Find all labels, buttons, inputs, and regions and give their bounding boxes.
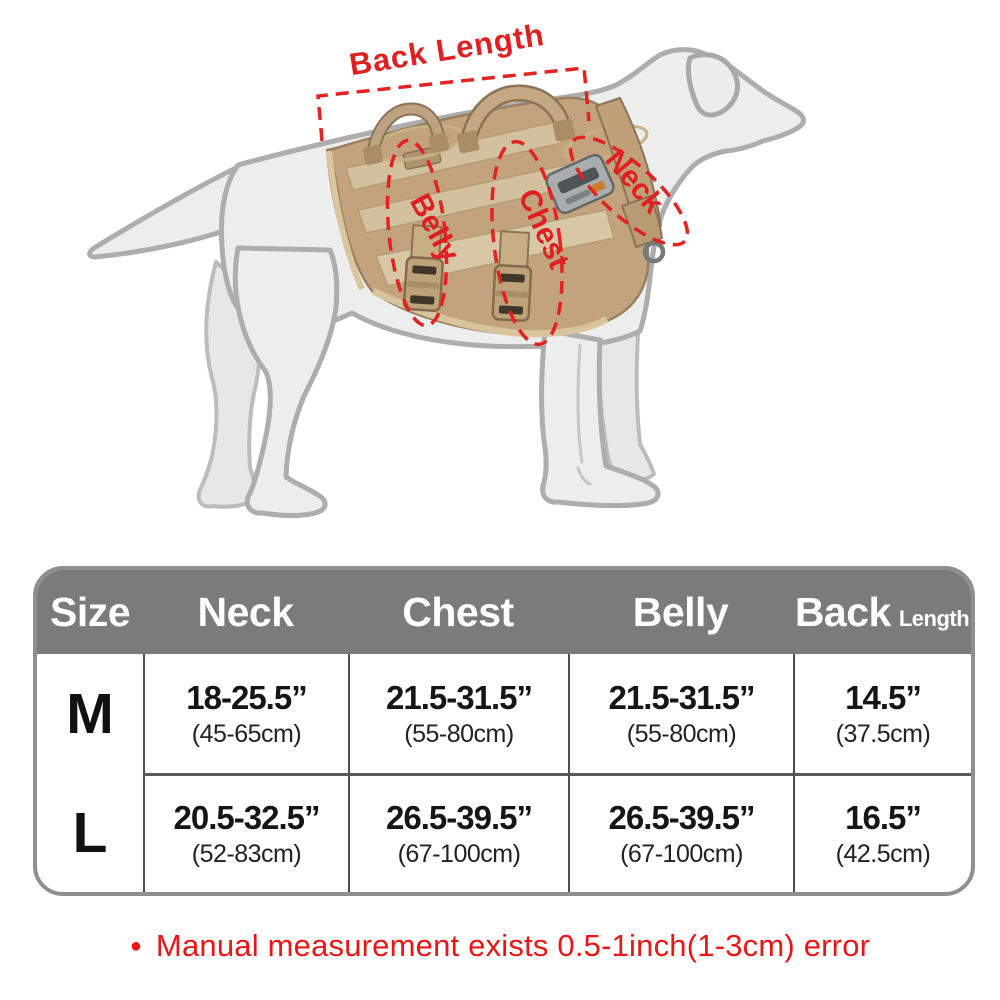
chest-measure-ellipse [490, 139, 564, 347]
note-text: Manual measurement exists 0.5-1inch(1-3c… [155, 928, 871, 963]
cell-m-chest: 21.5-31.5” (55-80cm) [348, 654, 568, 773]
vest-handle-center [462, 87, 570, 148]
dog-harness-diagram: Back Length Belly Chest Neck [87, 17, 806, 518]
dog-tail [87, 163, 243, 260]
note-bullet: ● [129, 935, 142, 957]
size-table-header: Size Neck Chest Belly Back Length [37, 570, 971, 654]
cell-l-belly: 26.5-39.5” (67-100cm) [568, 773, 793, 892]
belly-strap-rear [491, 230, 533, 322]
header-chest: Chest [402, 588, 514, 635]
dog-front-leg-inner-line [576, 343, 592, 486]
vest-handle-left [367, 104, 444, 161]
belly-strap-front [402, 224, 444, 313]
metal-cobra-buckle [545, 153, 615, 215]
vest-handle-left-tab-a [362, 144, 384, 166]
back-length-bracket [316, 66, 591, 142]
dog-near-front-leg [539, 327, 661, 509]
vest-chest-strap [621, 195, 663, 248]
cell-l-back: 16.5” (42.5cm) [793, 773, 971, 892]
header-neck: Neck [197, 588, 294, 635]
cell-m-neck: 18-25.5” (45-65cm) [143, 654, 348, 773]
measurement-note: ● Manual measurement exists 0.5-1inch(1-… [0, 928, 1000, 964]
size-column: M L [37, 654, 143, 892]
metal-d-ring [642, 240, 666, 264]
dog-near-rear-leg [232, 245, 340, 518]
measurement-annotations [316, 66, 690, 347]
dog-harness-illustration [87, 47, 806, 518]
cell-l-neck: 20.5-32.5” (52-83cm) [143, 773, 348, 892]
vest-left-trim [326, 150, 365, 291]
dog-far-front-leg [597, 328, 656, 482]
neck-measure-ellipse [568, 135, 690, 247]
size-m: M [66, 681, 114, 746]
size-table: Size Neck Chest Belly Back Length M L 18-… [33, 566, 975, 896]
belly-measure-ellipse [385, 138, 449, 328]
header-size: Size [49, 588, 131, 635]
vest-handle-center-tab-b [552, 118, 576, 142]
vest-handle-left-tab-b [428, 132, 450, 154]
cell-m-back: 14.5” (37.5cm) [793, 654, 971, 773]
cell-m-belly: 21.5-31.5” (55-80cm) [568, 654, 793, 773]
dog-ear [685, 52, 741, 118]
header-belly: Belly [632, 588, 729, 635]
cell-l-chest: 26.5-39.5” (67-100cm) [348, 773, 568, 892]
vest-handle-center-tab-a [456, 130, 480, 154]
size-table-body: M L 18-25.5” (45-65cm) 21.5-31.5” (55-80… [37, 654, 971, 892]
header-back-length: Back Length [794, 588, 970, 635]
tactical-vest [326, 84, 666, 338]
size-l: L [72, 800, 108, 865]
vest-wire-loop-right [563, 124, 649, 162]
vest-webbing-row-1 [345, 121, 563, 191]
